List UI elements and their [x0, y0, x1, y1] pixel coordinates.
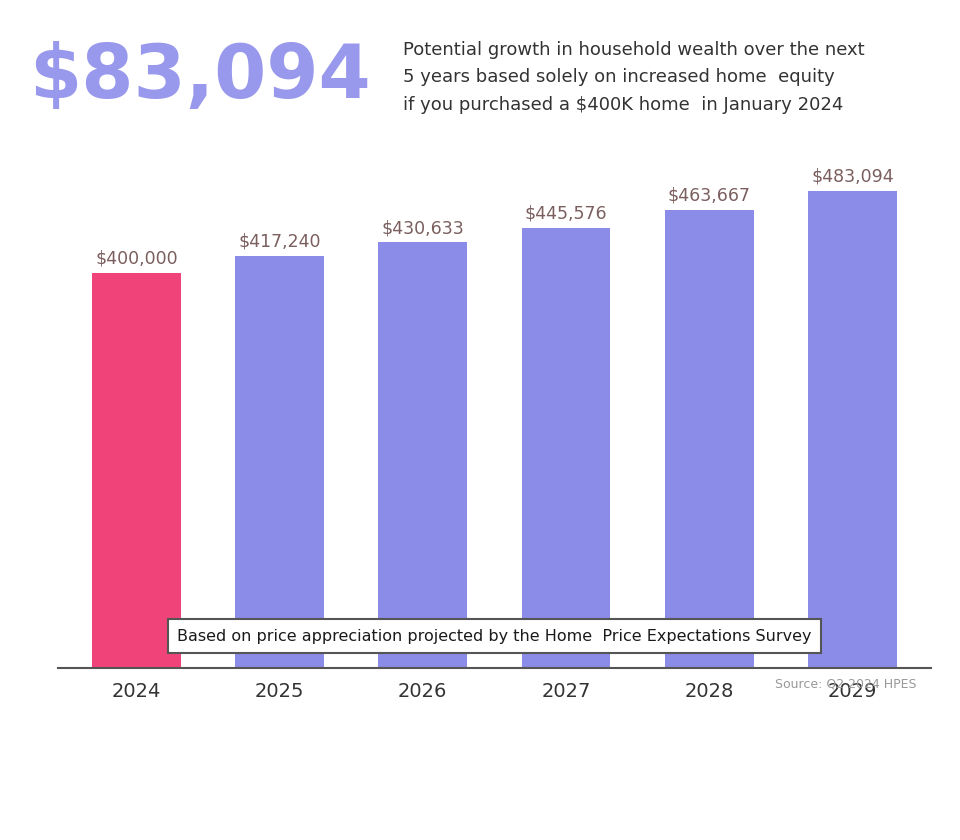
Text: Big Block Realty, Inc: Big Block Realty, Inc: [149, 786, 420, 811]
Bar: [92, 273, 180, 668]
Text: 619-736-7003: 619-736-7003: [490, 743, 674, 768]
Text: REALTY: REALTY: [41, 801, 86, 811]
Text: R: R: [837, 740, 881, 791]
Text: McT Real Estate Group: McT Real Estate Group: [149, 743, 451, 768]
Text: $430,633: $430,633: [381, 219, 465, 238]
Text: $417,240: $417,240: [238, 233, 321, 250]
Text: Potential growth in household wealth over the next: Potential growth in household wealth ove…: [403, 41, 865, 59]
Text: $483,094: $483,094: [811, 168, 894, 186]
Text: $445,576: $445,576: [525, 205, 608, 223]
Bar: [665, 210, 754, 668]
Text: REALTOR®: REALTOR®: [838, 811, 880, 820]
Text: 5 years based solely on increased home  equity: 5 years based solely on increased home e…: [403, 68, 835, 87]
Text: Based on price appreciation projected by the Home  Price Expectations Survey: Based on price appreciation projected by…: [178, 628, 811, 643]
Text: BIGBLOCK: BIGBLOCK: [33, 777, 95, 787]
Text: mctrealestategroup.com: mctrealestategroup.com: [490, 786, 818, 811]
Text: EQUAL HOUSING
OPPORTUNITY: EQUAL HOUSING OPPORTUNITY: [721, 780, 767, 791]
Bar: [808, 191, 897, 668]
Text: if you purchased a $400K home  in January 2024: if you purchased a $400K home in January…: [403, 96, 844, 113]
Bar: [378, 243, 468, 668]
Text: McT: McT: [41, 739, 86, 759]
Text: $83,094: $83,094: [29, 41, 371, 113]
Text: $463,667: $463,667: [668, 186, 751, 205]
Bar: [235, 255, 324, 668]
Text: $400,000: $400,000: [95, 249, 178, 268]
Text: Source: Q2 2024 HPES: Source: Q2 2024 HPES: [776, 677, 917, 690]
Bar: [521, 228, 611, 668]
